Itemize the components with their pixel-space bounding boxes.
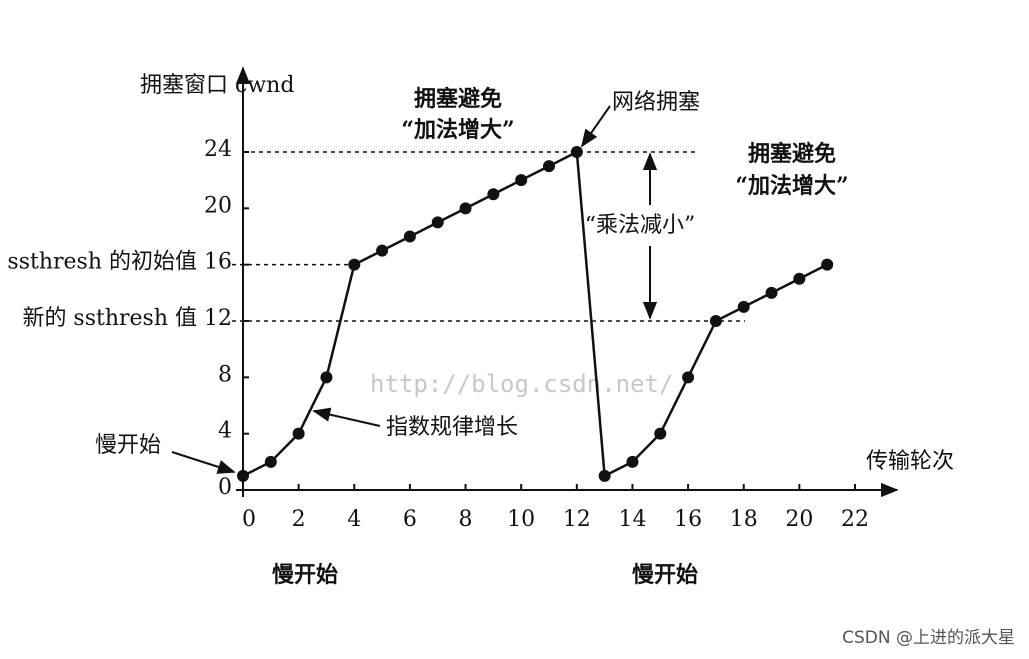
data-point [431, 216, 444, 229]
annotation: 拥塞避免 [414, 86, 502, 112]
x-tick-label: 0 [242, 507, 256, 532]
data-point [570, 146, 583, 158]
x-tick-label: 16 [674, 507, 702, 532]
data-point [709, 315, 722, 327]
watermark: http://blog.csdn.net/ [370, 370, 673, 398]
data-point [237, 469, 249, 482]
data-point [598, 469, 611, 482]
data-point [515, 174, 528, 187]
x-tick-label: 18 [730, 507, 758, 532]
x-tick-label: 12 [563, 507, 591, 532]
annotation: 慢开始 [95, 433, 161, 458]
y-tick-label: ssthresh 的初始值 16 [7, 250, 232, 275]
x-tick-label: 20 [785, 507, 813, 532]
data-point [793, 272, 806, 285]
data-point [376, 244, 389, 257]
arrow [580, 105, 611, 148]
data-point [654, 427, 667, 440]
data-point [543, 160, 555, 173]
arrow [171, 451, 236, 474]
y-tick-label: 0 [218, 475, 232, 500]
data-point [487, 188, 500, 201]
annotation: 拥塞避免 [748, 141, 836, 167]
data-point [821, 258, 834, 271]
annotation: 网络拥塞 [612, 90, 700, 115]
y-tick-label: 8 [218, 362, 232, 387]
x-tick-label: 22 [841, 507, 869, 532]
x-tick-label: 6 [403, 507, 417, 532]
annotation: “加法增大” [735, 173, 848, 199]
x-tick-label: 10 [507, 507, 535, 532]
annotation: “加法增大” [401, 117, 514, 143]
x-tick-label: 14 [618, 507, 646, 532]
data-point [626, 455, 639, 468]
annotation: 指数规律增长 [386, 415, 518, 440]
data-point [737, 300, 750, 313]
credit: CSDN @上进的派大星 [842, 628, 1015, 648]
data-point [264, 455, 277, 468]
data-point [403, 230, 416, 243]
y-tick-label: 24 [204, 137, 232, 162]
data-point [765, 286, 778, 299]
arrow [312, 407, 381, 427]
data-point [292, 427, 305, 440]
annotation: 慢开始 [632, 562, 698, 588]
data-point [320, 371, 333, 384]
x-tick-label: 2 [292, 507, 306, 532]
annotation: “乘法减小” [585, 213, 696, 238]
data-point [459, 202, 472, 215]
data-point [682, 371, 695, 384]
y-tick-label: 新的 ssthresh 值 12 [22, 306, 232, 331]
y-axis-label: 拥塞窗口 cwnd [140, 73, 294, 98]
x-tick-label: 4 [347, 507, 361, 532]
y-tick-label: 20 [204, 193, 232, 218]
annotation: 慢开始 [272, 562, 338, 588]
x-axis-label: 传输轮次 [866, 449, 954, 474]
data-line [242, 150, 828, 478]
data-point [348, 258, 361, 271]
x-tick-label: 8 [459, 507, 473, 532]
y-tick-label: 4 [218, 419, 232, 444]
